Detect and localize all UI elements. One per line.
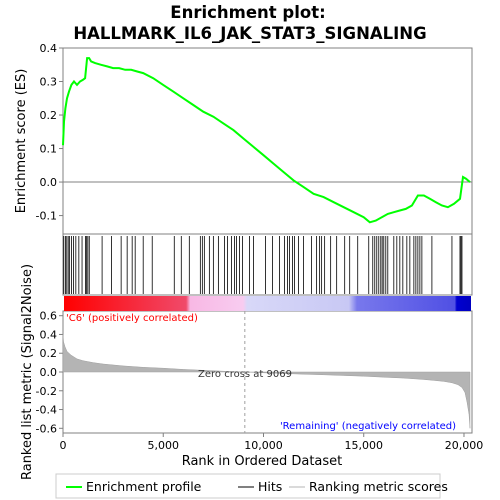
legend-hits-label: Hits: [258, 479, 282, 494]
x-axis: 0 5,000 10,000 15,000 20,000: [60, 433, 484, 452]
x-tick-label: 5,000: [147, 439, 179, 452]
x-tick-label: 20,000: [445, 439, 484, 452]
legend-metric-label: Ranking metric scores: [309, 479, 448, 494]
zero-cross-label: Zero cross at 9069: [198, 369, 292, 380]
metric-y-tick-label: 0.4: [40, 328, 58, 341]
es-y-tick-label: 0.1: [40, 143, 58, 156]
metric-y-tick-label: -0.4: [36, 404, 57, 417]
chart-title-line1: Enrichment plot:: [170, 3, 325, 22]
metric-y-tick-label: 0.6: [40, 310, 58, 323]
es-y-tick-label: -0.1: [36, 210, 57, 223]
es-y-tick-label: 0.4: [40, 42, 58, 55]
metric-y-tick-label: 0.0: [40, 366, 58, 379]
legend-profile-label: Enrichment profile: [86, 479, 202, 494]
legend: [55, 473, 441, 499]
es-y-tick-label: 0.0: [40, 176, 58, 189]
metric-y-tick-label: 0.2: [40, 347, 58, 360]
ranking-metric-area: [62, 334, 471, 429]
metric-y-tick-label: -0.6: [36, 422, 57, 435]
chart-title-line2: HALLMARK_IL6_JAK_STAT3_SIGNALING: [73, 24, 426, 43]
metric-y-axis-label: Ranked list metric (Signal2Noise): [20, 264, 35, 480]
es-y-axis: -0.1 0.0 0.1 0.2 0.3 0.4: [36, 42, 63, 223]
positive-label: 'C6' (positively correlated): [66, 313, 198, 324]
es-y-tick-label: 0.2: [40, 109, 58, 122]
hit-markers: [63, 236, 463, 294]
es-y-axis-label: Enrichment score (ES): [14, 69, 29, 214]
negative-label: 'Remaining' (negatively correlated): [280, 421, 456, 432]
x-tick-label: 15,000: [344, 439, 383, 452]
ranking-color-bar: [64, 296, 471, 311]
es-panel: [62, 47, 473, 235]
x-tick-label: 10,000: [244, 439, 283, 452]
es-y-tick-label: 0.3: [40, 76, 58, 89]
metric-y-axis: -0.6 -0.4 -0.2 0.0 0.2 0.4 0.6: [36, 310, 63, 435]
enrichment-profile-line: [62, 57, 471, 224]
metric-y-tick-label: -0.2: [36, 385, 57, 398]
hits-panel: [62, 233, 473, 296]
x-tick-label: 0: [60, 439, 67, 452]
x-axis-label: Rank in Ordered Dataset: [182, 454, 343, 469]
